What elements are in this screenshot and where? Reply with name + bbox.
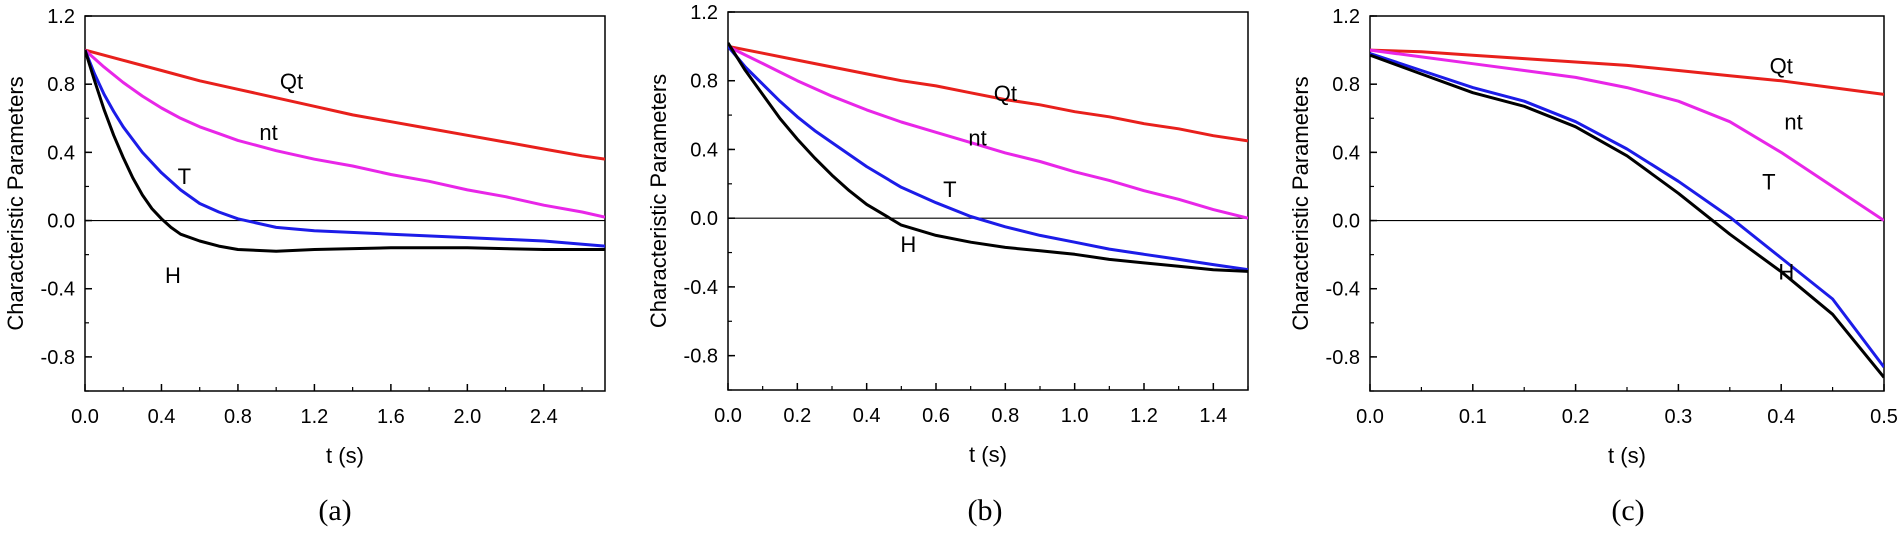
panel-caption: (a) (318, 494, 351, 527)
series-line-qt (728, 44, 1248, 143)
x-tick-label: 0.2 (1562, 406, 1590, 428)
plot-frame (84, 15, 606, 392)
x-tick-label: 0.6 (922, 405, 950, 427)
series-label-nt: nt (259, 120, 277, 145)
y-tick-label: -0.8 (684, 346, 718, 368)
series-label-t: T (1762, 169, 1775, 194)
x-tick-label: 1.2 (1130, 405, 1158, 427)
y-tick-label: 0.8 (690, 71, 718, 93)
panel-caption: (c) (1611, 494, 1644, 527)
series-label-nt: nt (1784, 110, 1802, 135)
y-tick-label: 0.4 (1332, 142, 1360, 164)
series-label-nt: nt (968, 125, 986, 150)
series-label-t: T (178, 164, 191, 189)
x-axis-title: t (s) (1608, 443, 1646, 468)
y-tick-label: 1.2 (690, 2, 718, 24)
x-axis-title: t (s) (969, 442, 1007, 467)
x-tick-label: 1.4 (1199, 405, 1227, 427)
x-tick-label: 0.2 (783, 405, 811, 427)
chart-panel-2: -0.8 -0.4 0.0 0.4 0.8 1.2 0.0 0.2 0.4 0.6 0.8 1.0 1.… (646, 2, 1249, 527)
x-tick-label: 0.0 (714, 405, 742, 427)
y-tick-label: 1.2 (47, 6, 75, 28)
y-axis-title: Characteristic Parameters (646, 74, 671, 328)
series-label-qt: Qt (280, 69, 303, 94)
panel-caption: (b) (968, 494, 1003, 527)
x-tick-label: 1.2 (301, 406, 329, 428)
series-label-qt: Qt (1770, 53, 1793, 78)
plot-frame (1369, 15, 1885, 392)
x-tick-label: 0.8 (991, 405, 1019, 427)
y-tick-label: 0.0 (690, 208, 718, 230)
series-label-t: T (943, 177, 956, 202)
x-axis-title: t (s) (326, 443, 364, 468)
chart-panel-1: -0.8 -0.4 0.0 0.4 0.8 1.2 0.0 0.4 0.8 1.2 1.6 2.0 2.… (3, 6, 606, 527)
y-tick-label: -0.8 (41, 347, 75, 369)
y-tick-label: 0.4 (47, 142, 75, 164)
plot-frame (727, 11, 1249, 391)
y-tick-label: -0.8 (1326, 347, 1360, 369)
y-tick-label: -0.4 (1326, 279, 1360, 301)
x-tick-label: 0.4 (853, 405, 881, 427)
series-line-h (1370, 53, 1884, 379)
series-label-h: H (1778, 260, 1794, 285)
series-line-h (85, 49, 605, 253)
x-tick-label: 0.0 (71, 406, 99, 428)
series-label-h: H (900, 232, 916, 257)
y-tick-label: 0.4 (690, 139, 718, 161)
y-axis-title: Characteristic Parameters (3, 76, 28, 330)
y-tick-label: 0.8 (47, 74, 75, 96)
series-line-h (728, 42, 1248, 273)
x-tick-label: 0.0 (1356, 406, 1384, 428)
y-tick-label: 0.0 (1332, 211, 1360, 233)
x-tick-label: 0.1 (1459, 406, 1487, 428)
series-line-nt (85, 48, 605, 219)
x-tick-label: 1.6 (377, 406, 405, 428)
series-line-t (85, 49, 605, 248)
series-label-qt: Qt (994, 81, 1017, 106)
x-tick-label: 2.0 (453, 406, 481, 428)
x-tick-label: 0.4 (148, 406, 176, 428)
x-tick-label: 0.4 (1767, 406, 1795, 428)
series-line-nt (1370, 48, 1884, 222)
series-line-qt (1370, 48, 1884, 96)
y-tick-label: 0.0 (47, 211, 75, 233)
x-tick-label: 2.4 (530, 406, 558, 428)
x-tick-label: 0.3 (1664, 406, 1692, 428)
y-tick-label: -0.4 (684, 277, 718, 299)
y-axis-title: Characteristic Parameters (1288, 76, 1313, 330)
series-label-h: H (165, 263, 181, 288)
series-line-t (1370, 52, 1884, 369)
series-line-qt (85, 48, 605, 161)
series-line-nt (728, 45, 1248, 220)
x-tick-label: 0.8 (224, 406, 252, 428)
y-tick-label: 1.2 (1332, 6, 1360, 28)
series-line-t (728, 45, 1248, 272)
y-tick-label: -0.4 (41, 279, 75, 301)
x-tick-label: 1.0 (1061, 405, 1089, 427)
chart-panel-3: -0.8 -0.4 0.0 0.4 0.8 1.2 0.0 0.1 0.2 0.3 0.4 0.5 t … (1288, 6, 1898, 527)
y-tick-label: 0.8 (1332, 74, 1360, 96)
x-tick-label: 0.5 (1870, 406, 1898, 428)
